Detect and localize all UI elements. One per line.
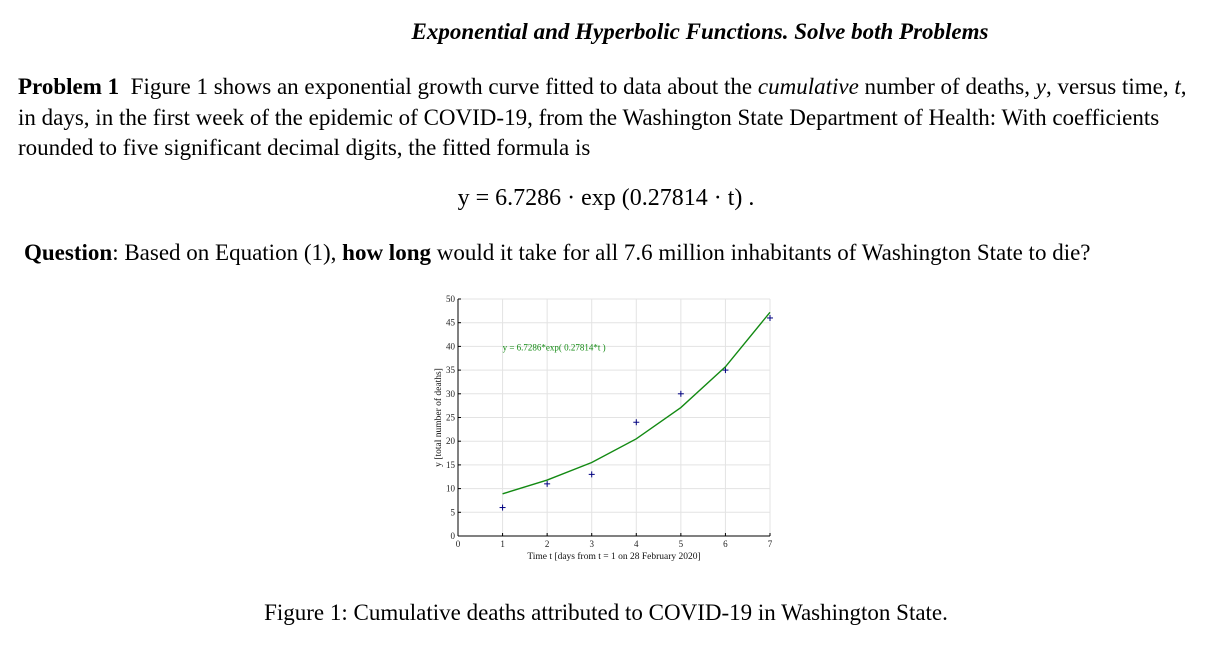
problem-text-a: Figure 1 shows an exponential growth cur… <box>130 74 753 99</box>
problem-text-b: number of deaths, <box>864 74 1030 99</box>
problem-text-d: , in days, in the first week of the epid… <box>18 74 1187 160</box>
question-label: Question <box>24 240 113 265</box>
problem-label: Problem 1 <box>18 74 120 99</box>
var-y: y <box>1035 74 1046 99</box>
x-tick-label: 3 <box>589 539 594 549</box>
fitted-curve-line <box>502 311 771 495</box>
y-tick-label: 15 <box>446 460 456 470</box>
question-paragraph: Question: Based on Equation (1), how lon… <box>24 240 1200 266</box>
x-tick-label: 4 <box>634 539 639 549</box>
y-tick-label: 5 <box>451 507 456 517</box>
y-tick-label: 20 <box>446 436 456 446</box>
page-title: Exponential and Hyperbolic Functions. So… <box>411 19 989 44</box>
x-tick-label: 1 <box>500 539 505 549</box>
question-bold: how long <box>342 240 431 265</box>
var-t: t <box>1174 74 1181 99</box>
y-tick-label: 40 <box>446 341 456 351</box>
y-tick-label: 50 <box>446 294 456 304</box>
problem-text-italic: cumulative <box>757 74 859 99</box>
y-tick-label: 45 <box>446 318 456 328</box>
fitted-equation: y = 6.7286 · exp (0.27814 · t) . <box>457 185 755 211</box>
figure-caption: Figure 1: Cumulative deaths attributed t… <box>264 600 948 625</box>
x-tick-label: 5 <box>679 539 684 549</box>
y-tick-label: 25 <box>446 413 456 423</box>
x-axis-label: Time t [days from t = 1 on 28 February 2… <box>527 551 700 562</box>
y-tick-label: 30 <box>446 389 456 399</box>
y-tick-label: 0 <box>451 531 456 541</box>
x-tick-label: 7 <box>768 539 773 549</box>
question-text-a: : Based on Equation (1), <box>112 240 337 265</box>
problem-paragraph: Problem 1 Figure 1 shows an exponential … <box>18 72 1194 164</box>
y-axis-label: y [total number of deaths] <box>433 368 444 467</box>
x-tick-label: 6 <box>723 539 728 549</box>
x-tick-label: 2 <box>545 539 550 549</box>
x-tick-label: 0 <box>456 539 461 549</box>
problem-text-c: , versus time, <box>1045 74 1169 99</box>
question-text-b: would it take for all 7.6 million inhabi… <box>436 240 1091 265</box>
y-tick-label: 35 <box>446 365 456 375</box>
y-tick-label: 10 <box>446 484 456 494</box>
fit-annotation: y = 6.7286*exp( 0.27814*t ) <box>503 342 606 352</box>
